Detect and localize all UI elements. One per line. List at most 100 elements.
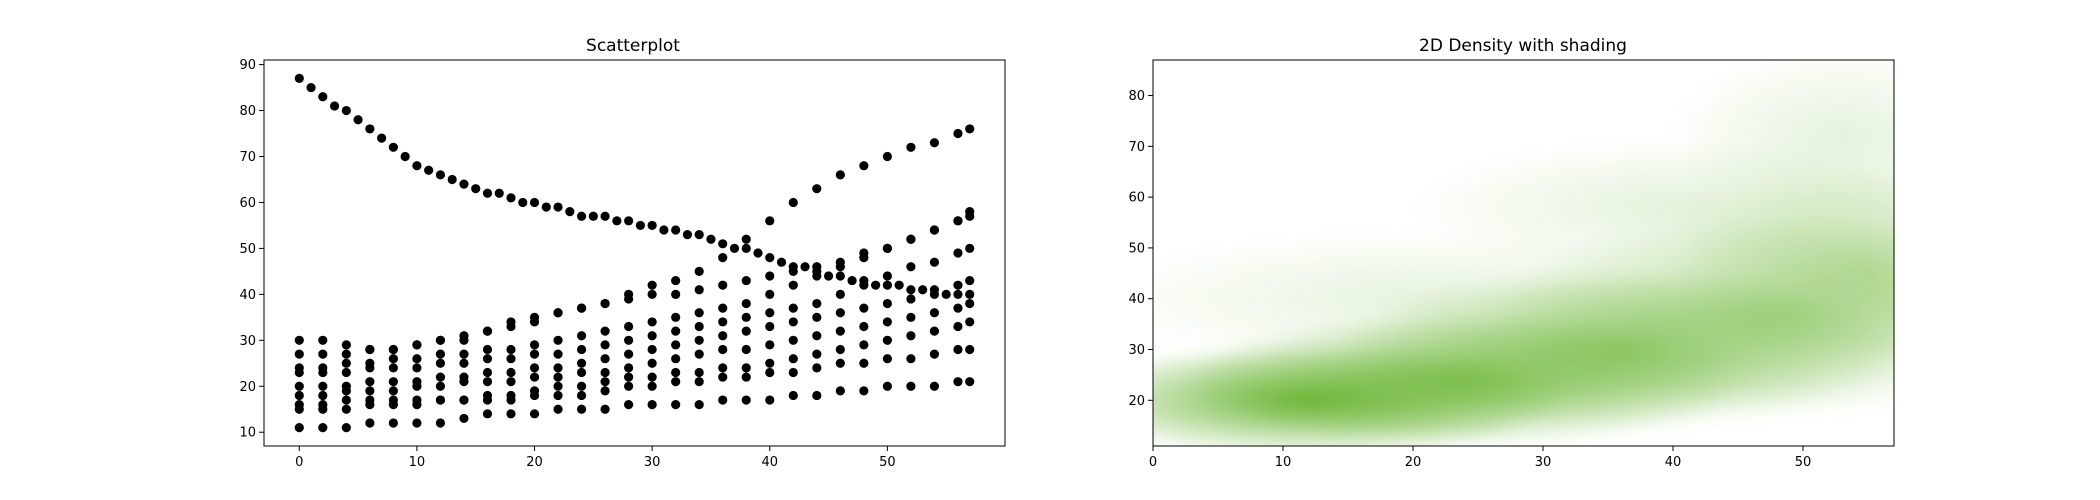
scatterplot-axes-frame	[263, 59, 1006, 447]
scatter-point	[718, 344, 728, 355]
scatter-point	[906, 331, 916, 341]
scatter-point	[388, 386, 398, 396]
scatter-point	[624, 372, 634, 382]
scatter-point	[776, 257, 787, 267]
scatterplot-y-tick-label: 90	[239, 58, 256, 73]
scatter-point	[788, 197, 798, 208]
scatter-point	[929, 326, 940, 336]
scatter-point	[882, 381, 892, 391]
scatter-point	[459, 349, 469, 359]
scatter-point	[765, 289, 775, 299]
scatter-point	[953, 321, 963, 332]
scatter-point	[600, 386, 610, 396]
scatter-point	[882, 151, 892, 162]
scatter-point	[647, 344, 657, 355]
scatter-point	[671, 367, 681, 378]
scatter-point	[518, 197, 528, 208]
scatter-point	[553, 372, 563, 382]
scatter-point	[576, 381, 587, 391]
density-y-axis: 20 30 40 50 60 70 80	[1128, 89, 1153, 409]
scatter-point	[741, 298, 751, 309]
scatter-point	[318, 381, 328, 391]
scatter-point	[718, 280, 728, 290]
scatter-point	[647, 280, 657, 290]
scatter-point	[412, 363, 422, 373]
scatter-point	[929, 138, 940, 148]
scatterplot-x-tick-label: 50	[879, 455, 896, 470]
scatter-point	[494, 188, 504, 198]
scatter-point	[765, 395, 775, 405]
scatter-point	[765, 252, 775, 263]
scatter-point	[459, 395, 469, 405]
scatter-point	[576, 358, 587, 368]
scatter-point	[318, 367, 328, 378]
scatterplot-title: Scatterplot	[586, 36, 680, 56]
scatter-point	[294, 349, 304, 359]
scatter-point	[835, 344, 845, 355]
scatterplot-y-axis: 10 20 30 40 50 60 70 80 90	[239, 58, 264, 441]
scatter-point	[788, 354, 798, 364]
scatter-point	[435, 395, 446, 405]
scatter-point	[294, 404, 304, 414]
scatter-point	[929, 257, 940, 267]
scatter-point	[906, 354, 916, 364]
scatter-point	[906, 234, 916, 244]
scatter-point	[671, 289, 681, 299]
scatter-point	[529, 390, 540, 401]
scatter-point	[718, 317, 728, 327]
scatter-point	[306, 82, 316, 93]
scatter-point	[388, 354, 398, 364]
scatter-point	[929, 308, 940, 318]
scatter-point	[482, 367, 493, 378]
density-x-axis: 0 10 20 30 40 50	[1149, 446, 1811, 470]
scatter-point	[812, 184, 822, 194]
density-panel: 2D Density with shading 0 10 20 30 40 50 20 30…	[1128, 36, 1895, 470]
scatter-point	[600, 367, 610, 378]
scatter-point	[859, 321, 869, 332]
density-x-tick-label: 30	[1535, 455, 1552, 470]
scatter-point	[929, 225, 940, 235]
scatter-point	[576, 331, 587, 341]
scatter-point	[647, 381, 657, 391]
scatter-point	[341, 404, 351, 414]
scatter-point	[600, 404, 610, 414]
scatter-point	[953, 280, 963, 290]
scatter-point	[965, 344, 975, 355]
scatter-point	[835, 308, 845, 318]
scatter-point	[565, 207, 575, 217]
scatter-point	[365, 363, 375, 373]
scatter-point	[576, 211, 587, 221]
scatter-point	[459, 331, 469, 341]
scatter-point	[765, 358, 775, 368]
scatter-point	[953, 128, 963, 139]
scatter-point	[953, 344, 963, 355]
scatter-point	[482, 188, 493, 198]
scatter-point	[553, 404, 563, 414]
scatter-point	[953, 216, 963, 226]
scatter-point	[882, 298, 892, 309]
scatter-point	[459, 413, 469, 424]
scatter-point	[859, 340, 869, 350]
scatter-point	[647, 289, 657, 299]
scatter-point	[718, 395, 728, 405]
scatter-point	[624, 321, 634, 332]
scatter-point	[553, 381, 563, 391]
scatter-point	[341, 340, 351, 350]
scatterplot-y-tick-label: 40	[239, 288, 256, 303]
scatter-point	[647, 358, 657, 368]
scatter-point	[859, 252, 869, 263]
scatter-point	[765, 216, 775, 226]
density-x-tick-label: 20	[1405, 455, 1422, 470]
scatter-point	[647, 400, 657, 410]
scatter-point	[318, 349, 328, 359]
density-axes-frame	[1152, 59, 1895, 447]
scatter-point	[412, 418, 422, 428]
scatter-point	[294, 381, 304, 391]
scatter-point	[929, 289, 940, 299]
scatter-point	[741, 326, 751, 336]
scatter-point	[506, 193, 516, 203]
scatterplot-x-tick-label: 30	[644, 455, 661, 470]
scatter-point	[459, 358, 469, 368]
scatter-point	[929, 381, 940, 391]
scatter-point	[823, 271, 834, 281]
